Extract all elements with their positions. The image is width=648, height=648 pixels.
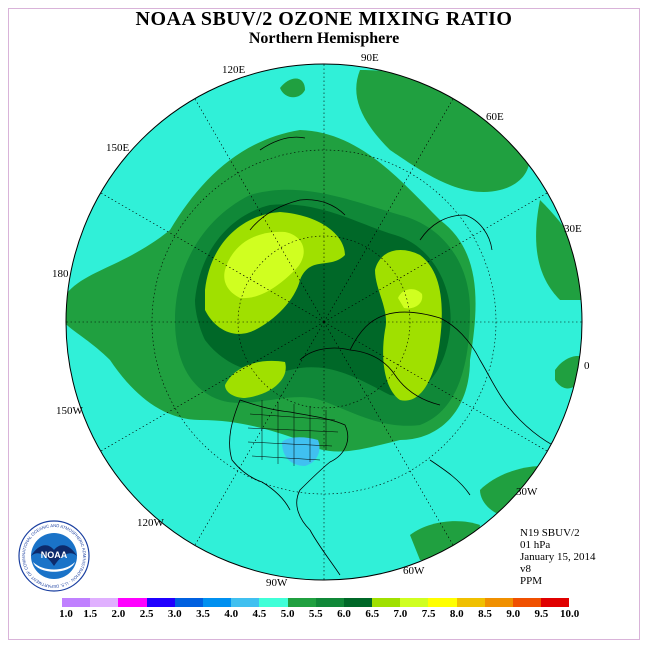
colorbar-ticks: 1.0 1.5 2.0 2.5 3.0 3.5 4.0 4.5 5.0 5.5 6.0 6.5 7.0 7… (0, 608, 648, 622)
colorbar-segment (62, 598, 91, 607)
graticule (66, 64, 582, 580)
map-disk (66, 64, 582, 580)
lon-label-60e: 60E (486, 111, 504, 123)
page-subtitle: Northern Hemisphere (248, 30, 400, 47)
lon-label-30w: 30W (516, 486, 538, 498)
colorbar-tick-label: 4.5 (252, 608, 267, 620)
lon-label-120w: 120W (137, 517, 164, 529)
level-label: 01 hPa (520, 539, 551, 551)
colorbar-tick-label: 7.5 (421, 608, 436, 620)
colorbar-segment (428, 598, 457, 607)
green-top-left-dot (280, 78, 305, 98)
colorbar-segment (231, 598, 260, 607)
coastlines (229, 136, 576, 576)
colorbar-segment (202, 598, 232, 607)
colorbar-segment (484, 598, 513, 607)
colorbar-tick-label: 3.5 (196, 608, 210, 620)
image-frame (8, 8, 640, 640)
lon-label-150w: 150W (56, 405, 83, 417)
colorbar-tick-label: 1.0 (59, 608, 73, 620)
colorbar-segment (174, 598, 203, 607)
colorbar-segment (541, 598, 570, 607)
colorbar-segment (456, 598, 485, 607)
colorbar (62, 598, 570, 607)
colorbar-tick-label: 7.0 (393, 608, 408, 620)
colorbar-tick-label: 8.0 (449, 608, 464, 620)
yellowgreen-left (224, 231, 304, 299)
colorbar-tick-label: 8.5 (478, 608, 492, 620)
colorbar-segment (287, 598, 316, 607)
colorbar-segment (118, 598, 147, 607)
logo-text: NOAA (41, 550, 68, 560)
lime-lobe-right (375, 250, 442, 401)
lon-label-180: 180 (52, 268, 69, 280)
colorbar-tick-label: 10.0 (559, 608, 580, 620)
colorbar-tick-label: 2.5 (139, 608, 154, 620)
colorbar-segment (513, 598, 542, 607)
colorbar-tick-label: 6.5 (365, 608, 380, 620)
lon-label-90w: 90W (266, 577, 288, 589)
yellowgreen-right (398, 289, 423, 309)
page-title: NOAA SBUV/2 OZONE MIXING RATIO (135, 8, 513, 30)
colorbar-tick-label: 5.0 (280, 608, 295, 620)
colorbar-tick-label: 5.5 (308, 608, 323, 620)
info-block: N19 SBUV/2 01 hPa January 15, 2014 v8 PP… (520, 527, 595, 587)
us-state-lines (247, 400, 339, 466)
satellite-label: N19 SBUV/2 (520, 527, 580, 539)
colorbar-tick-label: 6.0 (337, 608, 351, 620)
map-boundary (65, 63, 583, 581)
colorbar-tick-label: 4.0 (224, 608, 239, 620)
colorbar-segment (259, 598, 288, 607)
lon-label-90e: 90E (361, 52, 379, 64)
colorbar-tick-label: 3.0 (167, 608, 182, 620)
green-bottom (410, 521, 480, 560)
colorbar-segment (146, 598, 175, 607)
colorbar-tick-label: 1.5 (83, 608, 98, 620)
version-label: v8 (520, 563, 531, 575)
lon-label-120e: 120E (222, 64, 246, 76)
lon-label-60w: 60W (403, 565, 425, 577)
colorbar-segment (343, 598, 373, 607)
colorbar-segment (90, 598, 119, 607)
lon-label-0: 0 (584, 360, 590, 372)
colorbar-tick-label: 2.0 (111, 608, 126, 620)
colorbar-segment (372, 598, 401, 607)
noaa-logo: NATIONAL OCEANIC AND ATMOSPHERIC ADMINIS… (18, 520, 90, 592)
date-label: January 15, 2014 (520, 551, 596, 563)
colorbar-segment (315, 598, 344, 607)
colorbar-tick-label: 9.5 (534, 608, 549, 620)
green-right-arc (536, 200, 582, 300)
units-label: PPM (520, 575, 543, 587)
colorbar-segment (400, 598, 429, 607)
lon-label-30e: 30E (564, 223, 582, 235)
colorbar-tick-label: 9.0 (506, 608, 521, 620)
lon-label-150e: 150E (106, 142, 130, 154)
